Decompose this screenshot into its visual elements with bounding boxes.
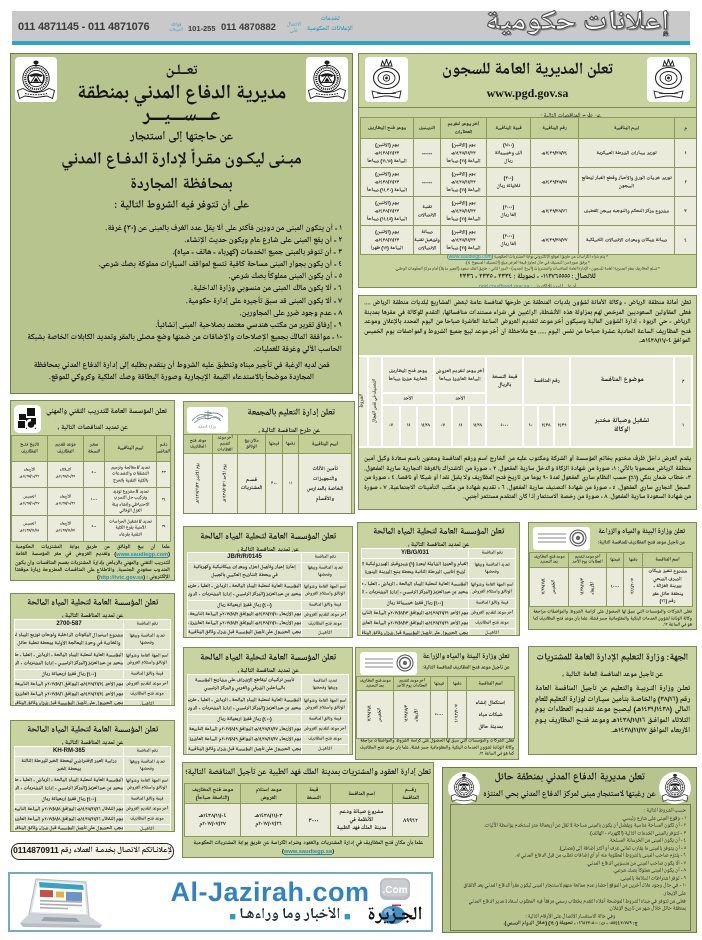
svg-text:.Com: .Com — [383, 885, 408, 896]
svg-text:وزارة التعليم: وزارة التعليم — [198, 424, 216, 430]
svg-text:الجـزيرة: الجـزيرة — [367, 902, 423, 928]
